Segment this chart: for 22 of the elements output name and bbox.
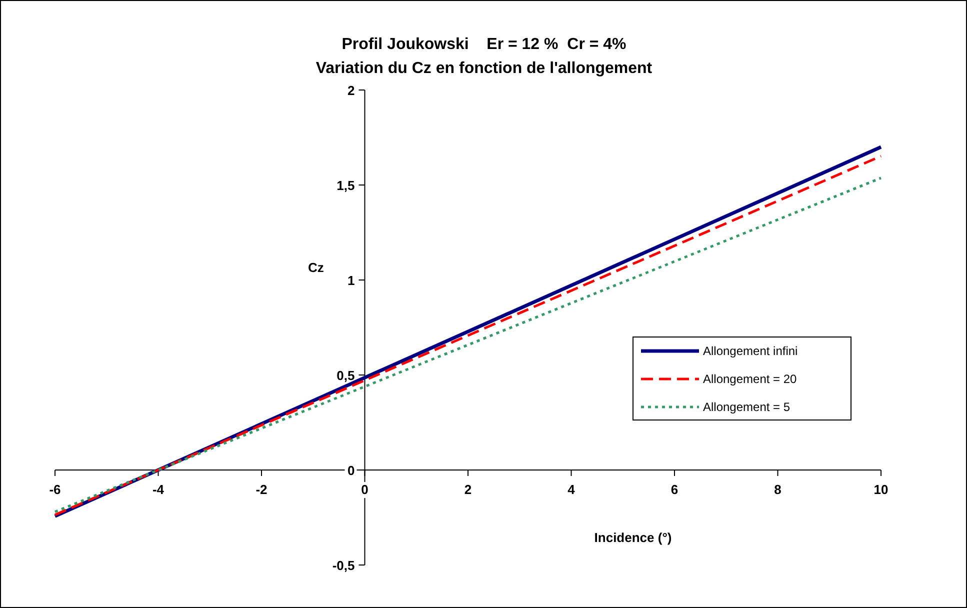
x-tick-label: -2 [256,482,268,497]
x-tick-label: 8 [774,482,782,497]
x-axis-title: Incidence (°) [594,530,672,545]
legend-label: Allongement = 5 [703,400,790,414]
y-tick-label: 0,5 [336,368,355,383]
y-tick-label: 0 [348,463,355,478]
x-tick-label: 4 [568,482,576,497]
x-tick-label: -6 [49,482,61,497]
legend-label: Allongement = 20 [703,372,798,386]
x-tick-label: 0 [361,482,368,497]
y-tick-label: 1 [348,273,355,288]
y-tick-label: 2 [348,83,355,98]
y-tick-label: 1,5 [336,178,355,193]
legend-label: Allongement infini [703,344,798,358]
chart-title: Profil Joukowski Er = 12 % Cr = 4% [342,36,626,53]
x-tick-label: 6 [670,482,678,497]
x-tick-label: 10 [874,482,888,497]
y-axis-title: Cz [308,260,324,275]
x-tick-label: -4 [152,482,165,497]
chart-subtitle: Variation du Cz en fonction de l'allongement [316,60,653,77]
y-tick-label: -0,5 [332,558,355,573]
x-tick-label: 2 [464,482,472,497]
